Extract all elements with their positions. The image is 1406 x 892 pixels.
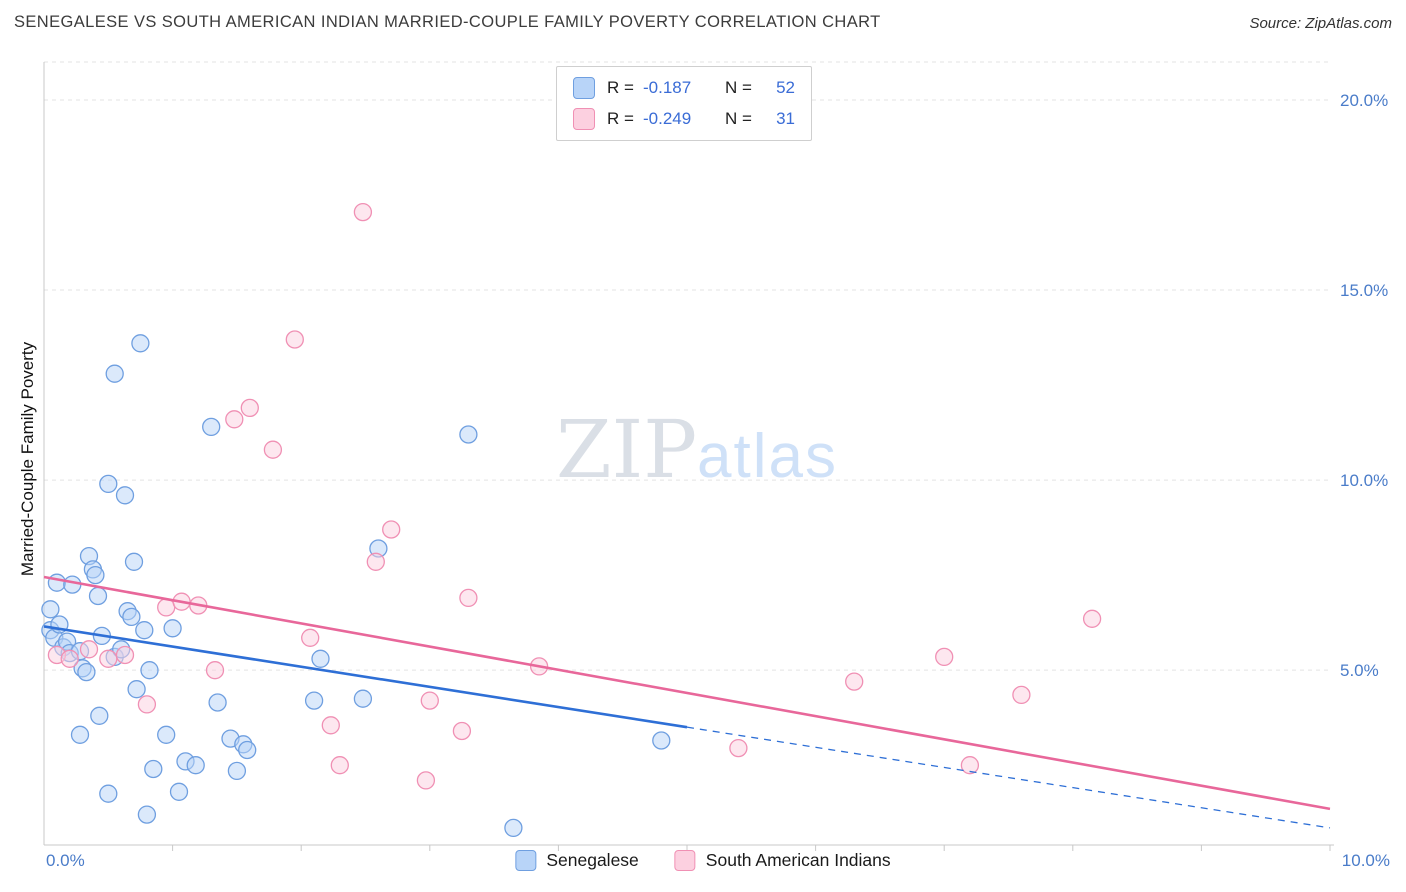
south-american-indians-legend-label: South American Indians	[705, 850, 891, 870]
scatter-point	[63, 575, 82, 594]
scatter-point	[1082, 609, 1102, 628]
r-value: -0.249	[643, 109, 692, 128]
scatter-point	[140, 661, 159, 680]
scatter-point	[124, 552, 144, 571]
scatter-point	[845, 672, 864, 691]
scatter-point	[99, 474, 118, 494]
y-tick-label: 10.0%	[1340, 471, 1388, 490]
scatter-point	[301, 628, 320, 647]
watermark: ZIPatlas	[556, 403, 838, 496]
scatter-point	[122, 607, 141, 627]
scatter-point	[366, 552, 385, 571]
scatter-point	[321, 716, 340, 735]
scatter-point	[137, 695, 157, 714]
scatter-point	[115, 645, 135, 665]
y-tick-label: 15.0%	[1340, 281, 1388, 300]
series-1	[47, 202, 1102, 790]
scatter-point	[459, 425, 478, 444]
scatter-point	[186, 756, 205, 775]
scatter-point	[935, 647, 954, 667]
scatter-point	[86, 565, 105, 585]
page-title: SENEGALESE VS SOUTH AMERICAN INDIAN MARR…	[14, 13, 881, 31]
x-axis-max-label: 10.0%	[1341, 851, 1390, 870]
legend-row-south-american-indians: R = -0.249 N = 31	[573, 108, 795, 130]
scatter-point	[263, 440, 283, 459]
series-0	[41, 334, 671, 838]
scatter-point	[382, 520, 401, 539]
scatter-point	[99, 784, 118, 803]
scatter-point	[70, 725, 90, 744]
scatter-point	[163, 619, 182, 638]
watermark-zip: ZIP	[556, 403, 698, 496]
scatter-point	[504, 818, 523, 838]
y-axis-title: Married-Couple Family Poverty	[18, 341, 37, 577]
scatter-point	[225, 410, 244, 429]
scatter-point	[144, 759, 163, 779]
y-tick-label: 20.0%	[1340, 91, 1388, 110]
scatter-point	[729, 738, 748, 758]
n-label: N =	[725, 78, 752, 97]
scatter-point	[169, 782, 189, 801]
south-american-indians-legend-swatch	[674, 850, 696, 871]
r-label: R =	[607, 109, 634, 128]
scatter-point	[202, 417, 221, 437]
scatter-point	[452, 721, 472, 741]
south-american-indians-swatch	[573, 108, 595, 130]
scatter-point	[459, 588, 478, 608]
scatter-point	[227, 761, 247, 781]
scatter-point	[416, 771, 436, 790]
scatter-point	[240, 398, 259, 418]
trend-line	[43, 625, 688, 729]
scatter-point	[105, 364, 124, 383]
trend-line-dashed	[686, 726, 1331, 829]
scatter-point	[60, 649, 79, 668]
legend-row-senegalese: R = -0.187 N = 52	[573, 77, 795, 99]
scatter-point	[652, 731, 671, 750]
r-value: -0.187	[643, 78, 692, 97]
scatter-point	[304, 691, 324, 710]
scatter-point	[420, 691, 439, 710]
scatter-point	[41, 600, 60, 619]
scatter-point	[353, 689, 373, 708]
series-legend: Senegalese South American Indians	[515, 850, 891, 871]
scatter-point	[115, 486, 135, 505]
senegalese-legend-swatch	[515, 850, 537, 871]
scatter-point	[90, 706, 109, 725]
senegalese-swatch	[573, 77, 595, 99]
scatter-point	[208, 693, 227, 712]
y-tick-label: 5.0%	[1340, 661, 1379, 680]
scatter-point	[157, 725, 176, 744]
scatter-point	[330, 756, 349, 775]
scatter-point	[1012, 685, 1031, 705]
scatter-point	[127, 680, 146, 699]
x-axis-min-label: 0.0%	[46, 851, 85, 870]
scatter-point	[205, 661, 225, 680]
scatter-point	[88, 586, 108, 606]
scatter-point	[353, 202, 373, 222]
trend-line	[43, 575, 1331, 811]
scatter-point	[285, 330, 304, 349]
correlation-legend: R = -0.187 N = 52 R = -0.249 N = 31	[556, 66, 812, 141]
watermark-atlas: atlas	[697, 422, 838, 491]
n-value: 52	[776, 78, 795, 97]
n-label: N =	[725, 109, 752, 128]
scatter-point	[47, 573, 67, 592]
scatter-point	[99, 649, 118, 668]
scatter-point	[135, 621, 154, 640]
r-label: R =	[607, 78, 634, 97]
scatter-point	[77, 662, 96, 682]
scatter-point	[960, 756, 980, 775]
source-attribution: Source: ZipAtlas.com	[1249, 15, 1392, 32]
legend-item-senegalese: Senegalese	[515, 850, 639, 871]
scatter-point	[311, 649, 330, 668]
scatter-point	[79, 640, 99, 659]
scatter-point	[137, 805, 157, 824]
n-value: 31	[776, 109, 795, 128]
legend-item-south-american-indians: South American Indians	[674, 850, 891, 871]
scatter-point	[238, 740, 257, 760]
senegalese-legend-label: Senegalese	[546, 850, 639, 870]
scatter-point	[131, 334, 150, 353]
